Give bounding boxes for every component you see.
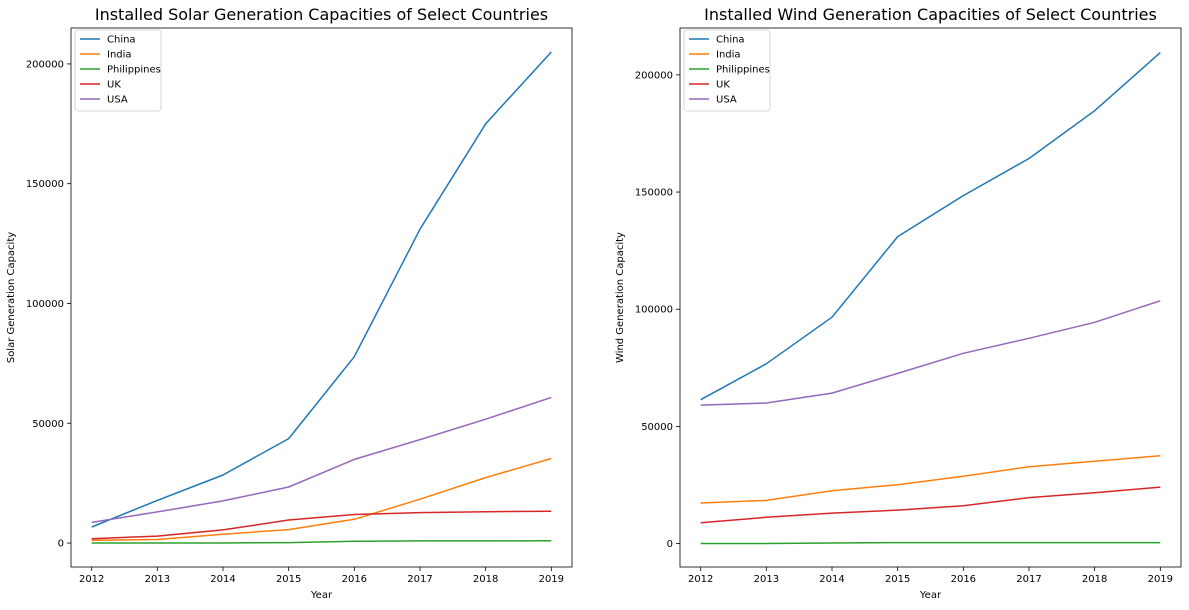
wind-plot-frame xyxy=(679,27,1182,568)
solar-x-axis-label: Year xyxy=(310,590,333,601)
solar-legend-label-india: India xyxy=(107,50,132,61)
wind-legend-label-china: China xyxy=(716,35,745,46)
solar-series-line-philippines xyxy=(91,540,552,544)
wind-y-tick-label: 150000 xyxy=(635,188,673,199)
solar-y-axis-label: Solar Generation Capacity xyxy=(6,232,17,363)
solar-x-tick-label: 2018 xyxy=(473,574,498,585)
solar-legend-label-philippines: Philippines xyxy=(107,65,161,76)
solar-series-line-usa xyxy=(91,396,552,524)
solar-legend-box xyxy=(74,29,162,112)
wind-series-line-usa xyxy=(700,300,1161,406)
wind-legend: China India Philippines UK USA xyxy=(683,29,771,112)
solar-series-line-india xyxy=(91,457,552,541)
solar-y-tick-label: 0 xyxy=(58,539,64,550)
wind-y-tick-label: 0 xyxy=(667,539,673,550)
wind-x-tick-label: 2014 xyxy=(819,574,844,585)
wind-x-tick-label: 2013 xyxy=(754,574,779,585)
wind-series-line-india xyxy=(700,454,1161,504)
solar-x-tick-label: 2017 xyxy=(407,574,432,585)
solar-chart: Installed Solar Generation Capacities of… xyxy=(6,5,573,601)
solar-series-line-uk xyxy=(91,510,552,540)
solar-x-tick-label: 2012 xyxy=(79,574,104,585)
wind-x-tick-label: 2019 xyxy=(1148,574,1173,585)
solar-legend: China India Philippines UK USA xyxy=(74,29,162,112)
wind-legend-label-usa: USA xyxy=(716,95,737,106)
wind-series-line-uk xyxy=(700,486,1161,524)
wind-y-tick-label: 100000 xyxy=(635,305,673,316)
wind-chart: Installed Wind Generation Capacities of … xyxy=(615,5,1182,601)
wind-legend-box xyxy=(683,29,771,112)
solar-legend-label-usa: USA xyxy=(107,95,128,106)
wind-series-line-philippines xyxy=(700,541,1161,545)
solar-legend-label-uk: UK xyxy=(107,80,121,91)
solar-y-tick-label: 50000 xyxy=(32,419,64,430)
solar-x-tick-label: 2015 xyxy=(276,574,301,585)
wind-y-tick-label: 200000 xyxy=(635,70,673,81)
wind-x-axis-label: Year xyxy=(919,590,942,601)
solar-x-tick-label: 2019 xyxy=(539,574,564,585)
wind-x-tick-label: 2015 xyxy=(885,574,910,585)
wind-x-tick-label: 2012 xyxy=(688,574,713,585)
wind-series-line-china xyxy=(700,52,1161,401)
solar-y-tick-label: 100000 xyxy=(26,299,64,310)
wind-y-tick-label: 50000 xyxy=(641,422,673,433)
solar-x-tick-label: 2014 xyxy=(210,574,235,585)
solar-y-tick-label: 150000 xyxy=(26,179,64,190)
solar-chart-title: Installed Solar Generation Capacities of… xyxy=(95,5,548,24)
solar-y-tick-label: 200000 xyxy=(26,59,64,70)
solar-x-tick-label: 2013 xyxy=(145,574,170,585)
wind-x-tick-label: 2016 xyxy=(951,574,976,585)
wind-chart-title: Installed Wind Generation Capacities of … xyxy=(704,5,1157,24)
solar-x-tick-label: 2016 xyxy=(342,574,367,585)
wind-legend-label-uk: UK xyxy=(716,80,730,91)
solar-legend-label-china: China xyxy=(107,35,136,46)
wind-legend-label-philippines: Philippines xyxy=(716,65,770,76)
wind-y-axis-label: Wind Generation Capacity xyxy=(615,232,626,363)
solar-plot-frame xyxy=(70,27,573,568)
wind-x-tick-label: 2018 xyxy=(1082,574,1107,585)
wind-legend-label-india: India xyxy=(716,50,741,61)
solar-series-line-china xyxy=(91,51,552,528)
wind-x-tick-label: 2017 xyxy=(1016,574,1041,585)
